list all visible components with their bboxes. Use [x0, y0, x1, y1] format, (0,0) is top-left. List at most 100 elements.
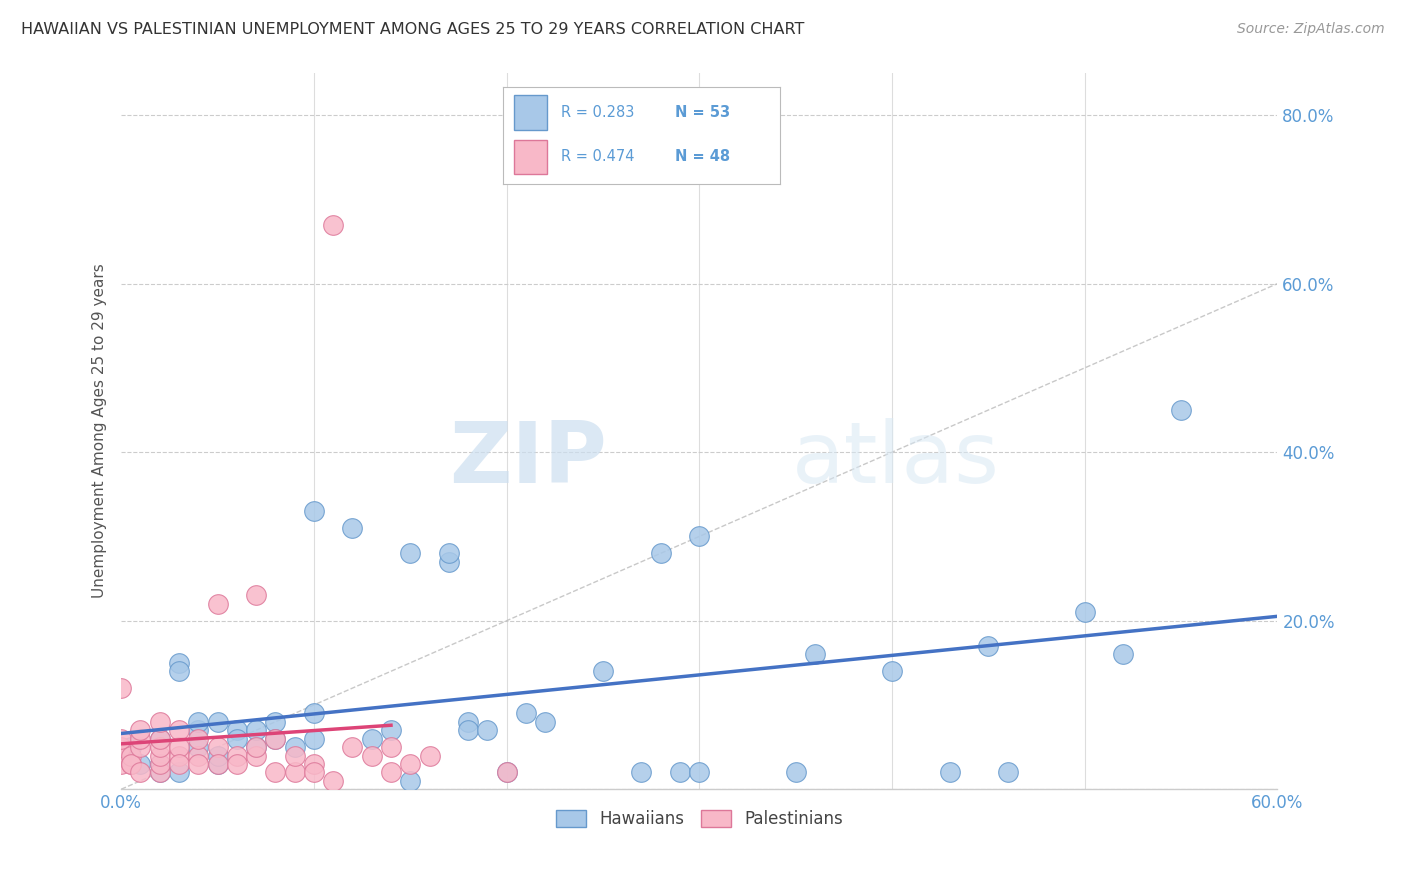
Point [129, 756, 152, 771]
Point [187, 731, 209, 746]
Point [322, 773, 344, 788]
Point [207, 756, 229, 771]
Point [264, 765, 287, 780]
Point [360, 731, 382, 746]
Point [630, 765, 652, 780]
Point [688, 529, 710, 543]
Point [149, 714, 172, 729]
Point [129, 765, 152, 780]
Point [149, 765, 172, 780]
Point [187, 756, 209, 771]
Point [380, 765, 402, 780]
Point [110, 740, 132, 755]
Text: Source: ZipAtlas.com: Source: ZipAtlas.com [1237, 22, 1385, 37]
Point [380, 740, 402, 755]
Point [977, 639, 1000, 653]
Point [149, 756, 172, 771]
Point [515, 706, 537, 721]
Point [264, 731, 287, 746]
Point [187, 740, 209, 755]
Point [167, 723, 190, 738]
Point [302, 765, 325, 780]
Point [785, 765, 807, 780]
Point [457, 714, 479, 729]
Text: ZIP: ZIP [449, 418, 607, 501]
Point [187, 748, 209, 763]
Point [149, 731, 172, 746]
Point [477, 723, 499, 738]
Y-axis label: Unemployment Among Ages 25 to 29 years: Unemployment Among Ages 25 to 29 years [93, 264, 107, 599]
Point [225, 731, 247, 746]
Point [225, 748, 247, 763]
Point [129, 723, 152, 738]
Point [804, 648, 827, 662]
Point [207, 597, 229, 611]
Point [207, 756, 229, 771]
Point [284, 740, 307, 755]
Text: atlas: atlas [792, 418, 1000, 501]
Point [437, 546, 460, 560]
Point [592, 665, 614, 679]
Point [149, 756, 172, 771]
Point [110, 748, 132, 763]
Point [245, 740, 267, 755]
Point [129, 731, 152, 746]
Point [149, 731, 172, 746]
Point [360, 748, 382, 763]
Point [167, 748, 190, 763]
Point [322, 218, 344, 232]
Point [1073, 605, 1095, 619]
Point [110, 748, 132, 763]
Point [302, 731, 325, 746]
Point [245, 748, 267, 763]
Point [120, 740, 142, 755]
Point [399, 773, 422, 788]
Point [245, 723, 267, 738]
Point [167, 765, 190, 780]
Point [167, 740, 190, 755]
Point [302, 706, 325, 721]
Point [1112, 648, 1135, 662]
Point [149, 765, 172, 780]
Point [264, 714, 287, 729]
Point [245, 589, 267, 603]
Point [207, 748, 229, 763]
Point [120, 748, 142, 763]
Point [167, 756, 190, 771]
Point [939, 765, 962, 780]
Point [245, 740, 267, 755]
Point [167, 665, 190, 679]
Point [284, 748, 307, 763]
Point [264, 731, 287, 746]
Point [167, 656, 190, 670]
Point [149, 740, 172, 755]
Point [419, 748, 441, 763]
Point [650, 546, 672, 560]
Legend: Hawaiians, Palestinians: Hawaiians, Palestinians [550, 803, 849, 835]
Point [534, 714, 557, 729]
Point [284, 765, 307, 780]
Point [207, 740, 229, 755]
Point [110, 681, 132, 695]
Point [669, 765, 692, 780]
Point [225, 756, 247, 771]
Point [880, 665, 903, 679]
Text: HAWAIIAN VS PALESTINIAN UNEMPLOYMENT AMONG AGES 25 TO 29 YEARS CORRELATION CHART: HAWAIIAN VS PALESTINIAN UNEMPLOYMENT AMO… [21, 22, 804, 37]
Point [688, 765, 710, 780]
Point [342, 521, 364, 535]
Point [110, 731, 132, 746]
Point [457, 723, 479, 738]
Point [495, 765, 517, 780]
Point [495, 765, 517, 780]
Point [120, 756, 142, 771]
Point [302, 504, 325, 518]
Point [187, 723, 209, 738]
Point [437, 555, 460, 569]
Point [380, 723, 402, 738]
Point [225, 723, 247, 738]
Point [399, 546, 422, 560]
Point [302, 756, 325, 771]
Point [997, 765, 1019, 780]
Point [120, 756, 142, 771]
Point [207, 714, 229, 729]
